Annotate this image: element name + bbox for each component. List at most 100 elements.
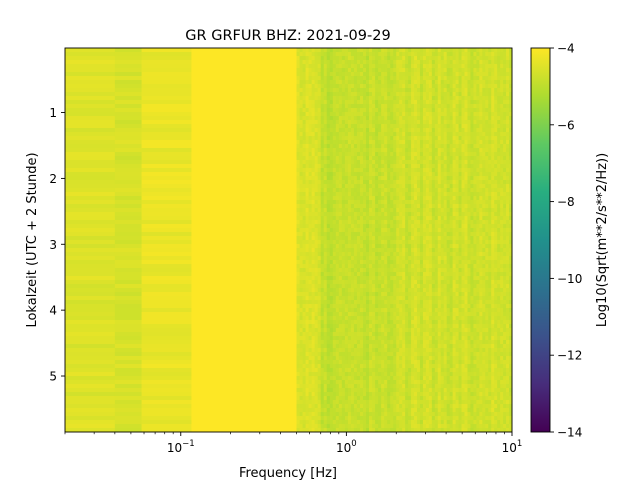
heatmap-cell xyxy=(422,336,427,341)
heatmap-cell xyxy=(381,260,385,265)
heatmap-cell xyxy=(299,292,303,297)
heatmap-cell xyxy=(369,208,373,213)
heatmap-cell xyxy=(308,184,313,189)
heatmap-cell xyxy=(338,312,343,317)
heatmap-cell xyxy=(402,224,406,229)
heatmap-cell xyxy=(314,252,319,257)
heatmap-cell xyxy=(425,180,430,185)
heatmap-cell xyxy=(390,140,394,145)
heatmap-cell xyxy=(320,364,325,369)
heatmap-cell xyxy=(372,364,376,369)
heatmap-cell xyxy=(350,412,355,417)
heatmap-cell xyxy=(381,320,385,325)
heatmap-cell xyxy=(437,292,442,297)
heatmap-cell xyxy=(329,80,334,85)
heatmap-cell xyxy=(396,76,400,81)
heatmap-cell xyxy=(381,120,385,125)
heatmap-cell xyxy=(419,280,424,285)
heatmap-cell xyxy=(381,188,385,193)
heatmap-cell xyxy=(399,180,403,185)
heatmap-cell xyxy=(417,400,421,405)
heatmap-cell xyxy=(381,340,385,345)
heatmap-cell xyxy=(191,92,297,97)
heatmap-cell xyxy=(414,308,418,313)
heatmap-cell xyxy=(350,72,355,77)
heatmap-cell xyxy=(359,420,364,425)
heatmap-cell xyxy=(384,200,388,205)
heatmap-cell xyxy=(405,284,409,289)
heatmap-cell xyxy=(366,64,370,69)
heatmap-cell xyxy=(408,148,412,153)
heatmap-cell xyxy=(296,400,300,405)
heatmap-cell xyxy=(417,244,421,249)
heatmap-cell xyxy=(311,84,316,89)
heatmap-cell xyxy=(425,248,430,253)
heatmap-cell xyxy=(393,92,397,97)
heatmap-cell xyxy=(390,84,394,89)
heatmap-cell xyxy=(341,128,346,133)
heatmap-cell xyxy=(402,212,406,217)
heatmap-cell xyxy=(296,268,300,273)
heatmap-cell xyxy=(305,140,310,145)
heatmap-cell xyxy=(434,72,439,77)
heatmap-cell xyxy=(299,100,303,105)
heatmap-cell xyxy=(408,332,412,337)
heatmap-cell xyxy=(411,412,415,417)
heatmap-cell xyxy=(344,104,349,109)
heatmap-cell xyxy=(314,360,319,365)
heatmap-cell xyxy=(366,112,370,117)
heatmap-cell xyxy=(356,220,361,225)
heatmap-cell xyxy=(381,348,385,353)
heatmap-cell xyxy=(434,388,439,393)
heatmap-cell xyxy=(363,244,367,249)
heatmap-cell xyxy=(422,192,427,197)
heatmap-cell xyxy=(305,180,310,185)
heatmap-cell xyxy=(305,352,310,357)
heatmap-cell xyxy=(338,184,343,189)
heatmap-cell xyxy=(353,324,358,329)
heatmap-cell xyxy=(405,384,409,389)
heatmap-cell xyxy=(378,152,382,157)
heatmap-cell xyxy=(405,276,409,281)
heatmap-cell xyxy=(366,216,370,221)
heatmap-cell xyxy=(332,380,337,385)
heatmap-cell xyxy=(335,84,340,89)
heatmap-cell xyxy=(411,328,415,333)
heatmap-cell xyxy=(431,136,436,141)
heatmap-cell xyxy=(387,236,391,241)
heatmap-cell xyxy=(417,328,421,333)
heatmap-cell xyxy=(384,308,388,313)
heatmap-cell xyxy=(114,276,142,281)
heatmap-cell xyxy=(114,220,142,225)
heatmap-cell xyxy=(356,376,361,381)
heatmap-cell xyxy=(408,380,412,385)
heatmap-cell xyxy=(341,348,346,353)
heatmap-cell xyxy=(326,80,331,85)
heatmap-cell xyxy=(332,72,337,77)
heatmap-cell xyxy=(387,128,391,133)
heatmap-cell xyxy=(372,176,376,181)
heatmap-cell xyxy=(405,224,409,229)
heatmap-cell xyxy=(384,416,388,421)
heatmap-cell xyxy=(359,332,364,337)
heatmap-cell xyxy=(347,420,352,425)
heatmap-cell xyxy=(335,184,340,189)
heatmap-cell xyxy=(428,336,433,341)
heatmap-cell xyxy=(396,272,400,277)
heatmap-cell xyxy=(425,376,430,381)
heatmap-cell xyxy=(347,424,352,429)
heatmap-cell xyxy=(314,260,319,265)
heatmap-cell xyxy=(302,332,307,337)
heatmap-cell xyxy=(378,184,382,189)
heatmap-cell xyxy=(332,340,337,345)
heatmap-cell xyxy=(299,84,303,89)
heatmap-cell xyxy=(302,396,307,401)
heatmap-cell xyxy=(378,104,382,109)
heatmap-cell xyxy=(305,228,310,233)
heatmap-cell xyxy=(425,156,430,161)
heatmap-cell xyxy=(344,304,349,309)
heatmap-cell xyxy=(375,104,379,109)
heatmap-cell xyxy=(428,328,433,333)
heatmap-cell xyxy=(393,68,397,73)
heatmap-cell xyxy=(417,192,421,197)
